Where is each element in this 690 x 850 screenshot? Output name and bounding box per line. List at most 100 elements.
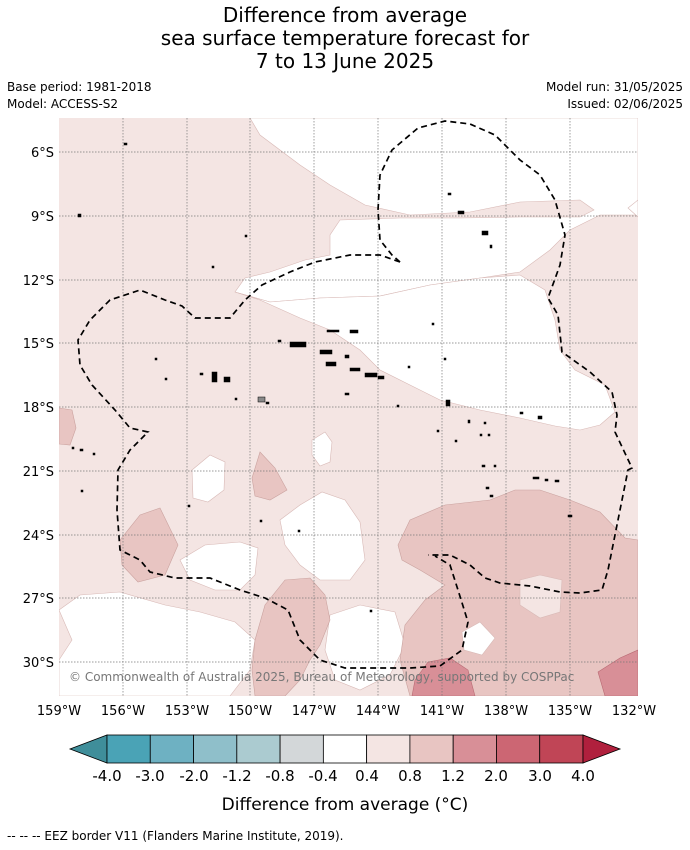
colorbar-bin [496,734,541,764]
title-line-3: 7 to 13 June 2025 [255,49,435,73]
colorbar-bin [279,734,324,764]
island-49 [485,486,490,490]
island-24 [211,371,218,383]
lon-label-156w: 156°W [101,704,145,719]
lon-label-138w: 138°W [484,704,528,719]
colorbar-tick-label: -1.2 [222,767,251,785]
near-average-region-small-2 [191,454,226,503]
island-1 [123,142,128,146]
lat-label-24s: 24°S [23,529,54,544]
colorbar-tick-label: -4.0 [92,767,121,785]
colorbar-bin [539,734,584,764]
island-56 [369,609,373,613]
lon-label-144w: 144°W [356,704,400,719]
island-2 [77,213,82,218]
anomaly-0-8-1-2-region-west [59,407,77,446]
latitude-labels: 6°S 9°S 12°S 15°S 18°S 21°S 24°S 27°S 30… [23,146,54,671]
base-period: Base period: 1981-2018 [7,80,152,94]
copyright-notice: © Commonwealth of Australia 2025, Bureau… [69,670,574,684]
lat-label-15s: 15°S [23,337,54,352]
island-53 [259,519,263,523]
title-line-1: Difference from average [222,3,468,27]
model-run: Model run: 31/05/2025 [545,80,683,94]
lon-label-135w: 135°W [548,704,592,719]
island-29 [257,396,266,403]
island-12 [277,339,282,343]
eez-border-french-polynesia [77,254,469,669]
colorbar-tick-label: 4.0 [571,767,595,785]
island-4 [457,210,465,215]
island-20 [377,375,385,380]
island-7 [244,234,248,238]
lat-label-27s: 27°S [23,592,54,607]
island-45 [493,464,497,468]
east-cutout-2 [461,621,496,656]
island-21 [443,357,447,361]
sst-anomaly-map: © Commonwealth of Australia 2025, Bureau… [59,118,638,696]
lon-label-141w: 141°W [420,704,464,719]
island-8 [211,265,215,269]
lon-label-147w: 147°W [292,704,336,719]
lon-label-159w: 159°W [37,704,81,719]
colorbar-label: Difference from average (°C) [222,795,469,815]
lon-label-153w: 153°W [165,704,209,719]
island-30 [265,401,270,405]
colorbar-bin [236,734,281,764]
issued-date: Issued: 02/06/2025 [567,97,683,111]
island-46 [532,476,540,480]
island-40 [454,439,458,443]
anomaly-1-2-2-0-regions [411,649,638,696]
island-42 [79,448,84,452]
island-32 [445,399,451,407]
colorbar: -4.0 -3.0 -2.0 -1.2 -0.8 -0.4 0.4 0.8 1.… [68,734,622,815]
model-name: Model: ACCESS-S2 [7,97,119,111]
island-14 [319,349,333,355]
island-10 [326,329,340,333]
colorbar-ticks: -4.0 -3.0 -2.0 -1.2 -0.8 -0.4 0.4 0.8 1.… [92,767,595,785]
anomaly-0-8-1-2-region-1 [251,451,288,501]
colorbar-bin [322,734,368,764]
island-51 [80,489,84,493]
island-26 [164,377,168,381]
island-19 [364,372,378,378]
colorbar-tick-label: -0.8 [265,767,294,785]
east-cutout-1 [519,574,563,619]
lon-label-132w: 132°W [612,704,656,719]
colorbar-tick-label: 2.0 [484,767,508,785]
island-33 [519,411,524,415]
colorbar-above-arrow [582,734,622,764]
eez-footnote: -- -- -- EEZ border V11 (Flanders Marine… [7,829,344,843]
colorbar-bin [149,734,194,764]
chart-title: Difference from average sea surface temp… [0,4,690,73]
near-average-region-small-1 [311,431,333,467]
colorbar-tick-label: 0.8 [398,767,422,785]
colorbar-bins [106,734,584,764]
island-34 [537,415,543,420]
colorbar-bin [366,734,411,764]
island-13 [289,341,307,348]
colorbar-tick-label: -3.0 [135,767,164,785]
island-6 [489,244,493,249]
colorbar-bin [452,734,497,764]
island-9 [431,322,435,326]
island-28 [234,397,238,401]
near-average-region-central [234,274,616,431]
lon-label-150w: 150°W [228,704,272,719]
lat-label-30s: 30°S [23,656,54,671]
anomaly-1-2-2-0-region-south-east [597,649,638,696]
colorbar-tick-label: -0.4 [308,767,337,785]
island-36 [483,421,487,425]
island-44 [481,464,486,468]
colorbar-tick-label: 3.0 [528,767,552,785]
near-average-region-north-east-corner [627,199,638,218]
anomaly-0-8-1-2-region-south [251,577,331,696]
island-35 [467,419,471,424]
island-41 [71,446,75,450]
colorbar-tick-label: 1.2 [441,767,465,785]
island-54 [297,529,301,533]
lat-label-12s: 12°S [23,274,54,289]
longitude-labels: 159°W 156°W 153°W 150°W 147°W 144°W 141°… [37,704,656,719]
colorbar-below-arrow [68,734,108,764]
island-37 [436,429,440,433]
colorbar-bin [409,734,454,764]
